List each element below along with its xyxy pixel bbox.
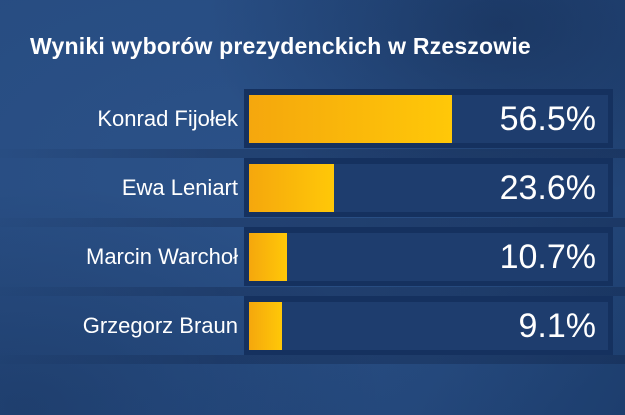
bar-track: 23.6% — [244, 158, 613, 217]
bar-fill — [249, 95, 452, 143]
bar-fill — [249, 302, 282, 350]
bar-track-inner: 10.7% — [249, 233, 608, 281]
bar-label: Ewa Leniart — [121, 175, 238, 200]
bar-track-inner: 9.1% — [249, 302, 608, 350]
bar-track: 9.1% — [244, 296, 613, 355]
bar-label: Konrad Fijołek — [97, 106, 238, 131]
row-shadow-band — [0, 149, 625, 158]
bar-fill — [249, 164, 334, 212]
bar-track-inner: 56.5% — [249, 95, 608, 143]
bar-value-label: 23.6% — [499, 169, 596, 207]
bar-value-label: 10.7% — [499, 238, 596, 276]
row-shadow-band — [0, 355, 625, 364]
bar-track: 10.7% — [244, 227, 613, 286]
bar-label: Marcin Warchoł — [86, 244, 238, 269]
bar-row: Ewa Leniart 23.6% — [0, 158, 625, 217]
bar-row: Marcin Warchoł 10.7% — [0, 227, 625, 286]
bar-label: Grzegorz Braun — [82, 313, 238, 338]
bar-value-label: 56.5% — [499, 100, 596, 138]
bar-track-inner: 23.6% — [249, 164, 608, 212]
bar-row: Konrad Fijołek 56.5% — [0, 89, 625, 148]
page-title: Wyniki wyborów prezydenckich w Rzeszowie — [30, 33, 531, 59]
row-shadow-band — [0, 287, 625, 296]
row-shadow-band — [0, 218, 625, 227]
bar-value-label: 9.1% — [518, 307, 597, 345]
bar-row: Grzegorz Braun 9.1% — [0, 296, 625, 355]
bar-fill — [249, 233, 288, 281]
bar-track: 56.5% — [244, 89, 613, 148]
